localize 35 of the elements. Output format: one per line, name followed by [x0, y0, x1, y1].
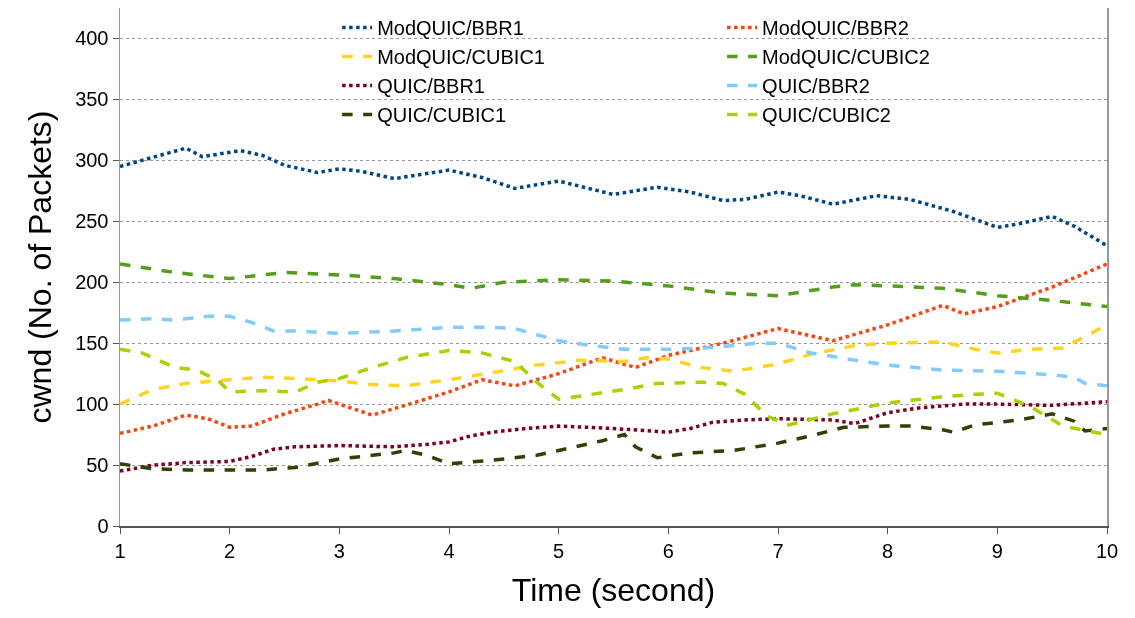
y-tick-label: 350: [75, 88, 109, 111]
y-tick-label: 300: [75, 149, 109, 172]
x-tick-label: 1: [114, 539, 126, 562]
y-tick-label: 200: [75, 271, 109, 294]
y-tick-label: 400: [75, 27, 109, 50]
legend-label: QUIC/CUBIC2: [762, 104, 891, 127]
x-tick-label: 6: [662, 539, 674, 562]
y-tick-label: 250: [75, 210, 109, 233]
x-tick-label: 9: [991, 539, 1003, 562]
line-series: [120, 262, 1107, 309]
x-tick-label: 2: [224, 539, 236, 562]
line-series: [120, 399, 1107, 473]
legend-label: ModQUIC/CUBIC2: [762, 46, 930, 69]
y-tick-label: 150: [75, 332, 109, 355]
legend-label: ModQUIC/CUBIC1: [377, 46, 545, 69]
y-axis-title: cwnd (No. of Packets): [21, 110, 58, 424]
legend-label: QUIC/CUBIC1: [377, 104, 507, 127]
legend-label: ModQUIC/BBR1: [377, 17, 524, 40]
x-tick-label: 10: [1095, 539, 1119, 562]
x-tick-label: 7: [772, 539, 784, 562]
x-tick-label: 8: [882, 539, 894, 562]
legend-label: ModQUIC/BBR2: [762, 17, 909, 40]
y-tick-label: 100: [75, 393, 109, 416]
legend-label: QUIC/BBR2: [762, 75, 870, 98]
y-tick-label: 50: [86, 454, 109, 477]
x-tick-label: 3: [333, 539, 345, 562]
line-series: [120, 412, 1107, 472]
line-series: [120, 314, 1107, 388]
x-axis-title: Time (second): [511, 572, 716, 609]
line-series: [120, 262, 1107, 436]
line-series: [120, 146, 1107, 248]
legend-label: QUIC/BBR1: [377, 75, 485, 98]
y-tick-label: 0: [97, 515, 109, 537]
x-tick-label: 5: [553, 539, 565, 562]
x-tick-label: 4: [443, 539, 455, 562]
